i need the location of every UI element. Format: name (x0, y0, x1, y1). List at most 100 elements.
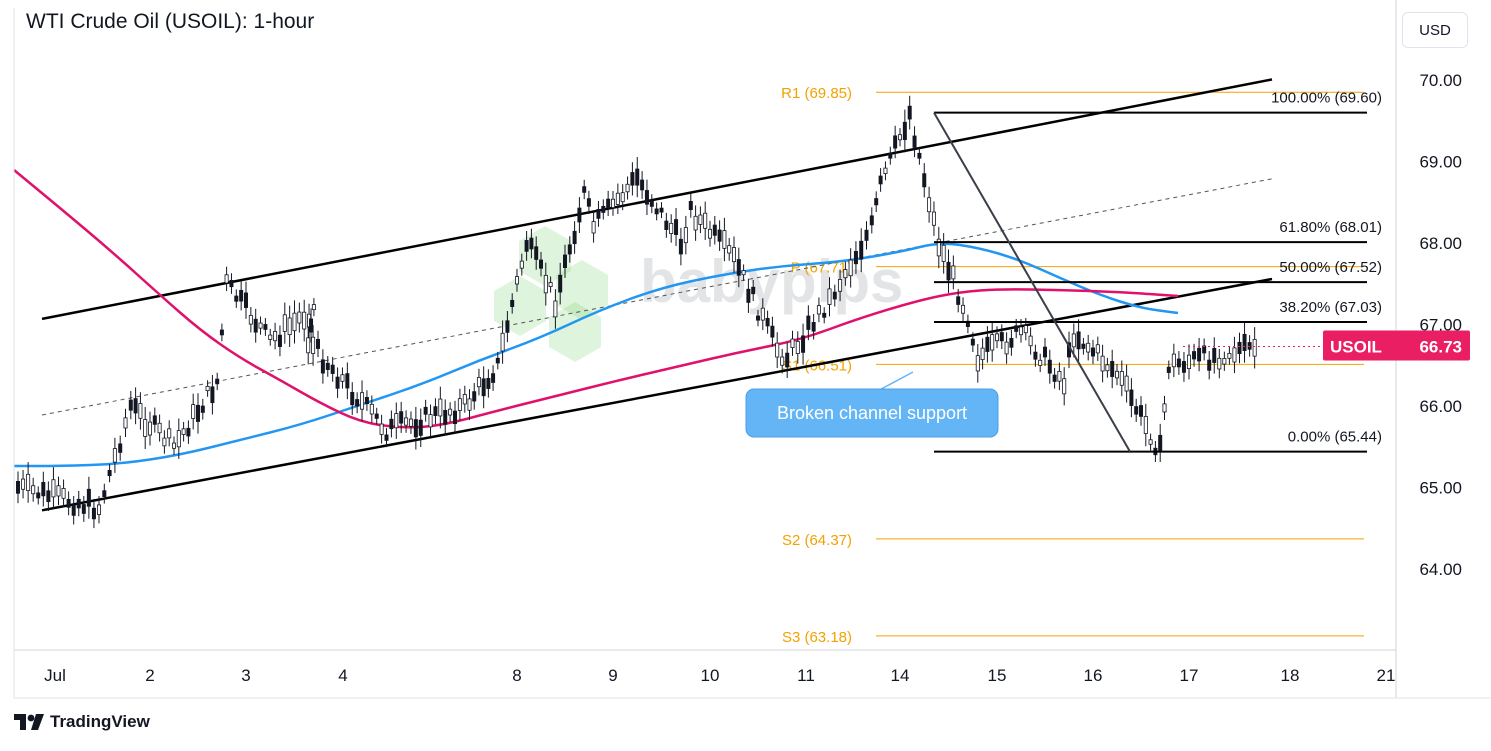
tradingview-logo[interactable]: TradingView (14, 712, 150, 732)
candle-body (878, 175, 883, 185)
candle-body (640, 179, 645, 191)
candle-body (413, 419, 418, 438)
candle-body (467, 398, 472, 411)
candle-body (883, 167, 888, 174)
candle-body (746, 288, 751, 303)
price-series (15, 95, 1257, 529)
candle-body (1222, 358, 1227, 365)
sma-200-line (13, 169, 1179, 429)
candle-body (433, 406, 438, 417)
candle-body (143, 419, 148, 437)
candle-body (297, 311, 302, 324)
candle-body (539, 259, 544, 269)
candle-body (325, 362, 330, 370)
candle-body (399, 411, 404, 424)
candle-body (1181, 361, 1186, 373)
fib-level-label: 61.80% (68.01) (1279, 219, 1382, 236)
candle-body (567, 244, 572, 255)
candle-body (268, 334, 273, 340)
candle-body (853, 251, 858, 265)
candle-body (186, 427, 191, 437)
currency-button[interactable]: USD (1402, 12, 1468, 48)
candle-body (644, 190, 649, 205)
candle-body (995, 333, 1000, 342)
candle-body (453, 410, 458, 425)
tradingview-logo-icon (14, 714, 44, 730)
candle-body (582, 186, 587, 193)
candle-body (922, 173, 927, 188)
candle-body (472, 391, 477, 402)
candle-body (41, 481, 46, 497)
candle-body (462, 394, 467, 405)
candle-body (1171, 353, 1176, 368)
candle-body (273, 331, 278, 342)
candle-body (951, 265, 956, 280)
callout-box (745, 388, 999, 438)
candle-body (898, 134, 903, 141)
candle-body (822, 312, 827, 318)
candle-body (91, 507, 96, 520)
candle-body (848, 259, 853, 277)
candle-body (1252, 339, 1257, 357)
candle-body (888, 152, 893, 159)
candle-body (210, 386, 215, 404)
candle-body (790, 338, 795, 348)
candle-body (1217, 357, 1222, 370)
candle-body (980, 347, 985, 361)
candle-body (374, 413, 379, 419)
candle-body (785, 352, 790, 368)
candle-body (292, 312, 297, 332)
candle-body (229, 279, 234, 288)
candle-body (438, 398, 443, 417)
candle-body (97, 504, 102, 515)
x-tick-label: 15 (988, 666, 1007, 685)
candle-body (205, 385, 210, 392)
candle-body (708, 228, 713, 239)
candle-body (311, 304, 316, 311)
candle-body (765, 317, 770, 327)
candle-body (1176, 358, 1181, 368)
candle-body (827, 288, 832, 305)
candle-body (282, 314, 287, 332)
candle-body (832, 291, 837, 300)
candle-body (703, 212, 708, 229)
price-tag-symbol: USOIL (1330, 338, 1382, 357)
candle-body (970, 338, 975, 346)
channel-lines (41, 78, 1273, 512)
candle-body (1047, 359, 1052, 374)
candle-body (635, 168, 640, 186)
pivot-label: S3 (63.18) (782, 629, 852, 646)
candle-body (1062, 378, 1067, 395)
candle-body (577, 207, 582, 223)
axes[interactable]: 70.00 69.00 68.00 67.00 66.00 65.00 64.00 Jul 2 3… (13, 0, 1491, 699)
candle-body (253, 318, 258, 333)
candle-body (224, 274, 229, 284)
candle-body (1038, 359, 1043, 366)
candle-body (21, 478, 26, 490)
candle-body (1033, 351, 1038, 360)
candle-body (61, 488, 66, 499)
candle-body (335, 376, 340, 389)
candle-body (534, 246, 539, 260)
y-tick-label: 70.00 (1419, 71, 1462, 90)
candle-body (26, 473, 31, 492)
candle-body (360, 392, 365, 410)
watermark-hexagon (556, 260, 608, 320)
candle-body (1009, 337, 1014, 348)
x-tick-label: 10 (701, 666, 720, 685)
candle-body (123, 417, 128, 429)
candle-body (486, 377, 491, 389)
moving-averages (13, 169, 1179, 468)
candle-body (941, 244, 946, 262)
price-tag-box (1323, 330, 1470, 361)
y-tick-label: 66.00 (1419, 397, 1462, 416)
candle-body (1110, 360, 1115, 377)
candle-body (1247, 342, 1252, 350)
candle-body (529, 237, 534, 250)
candle-body (239, 289, 244, 302)
candle-body (553, 300, 558, 318)
candle-body (311, 336, 316, 354)
candle-body (306, 337, 311, 354)
candle-body (1187, 354, 1192, 370)
